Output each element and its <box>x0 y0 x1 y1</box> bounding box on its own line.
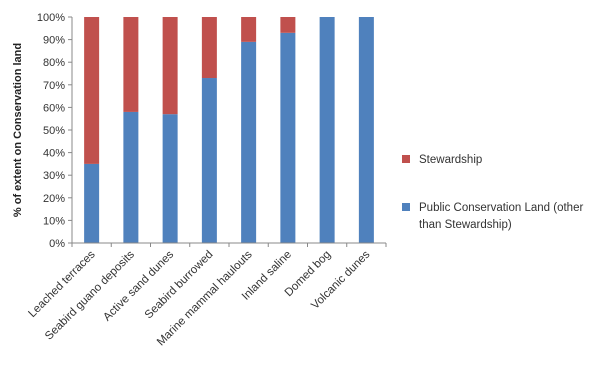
legend-label-public-conservation: than Stewardship) <box>419 219 512 231</box>
bar-stewardship <box>162 17 178 115</box>
y-tick-label: 0% <box>49 238 65 250</box>
y-tick-label: 90% <box>43 35 65 47</box>
bar-stewardship <box>241 17 257 42</box>
y-tick-label: 30% <box>43 170 65 182</box>
bar-stewardship <box>123 17 139 112</box>
bar-stewardship <box>201 17 217 79</box>
y-tick-label: 10% <box>43 215 65 227</box>
y-tick-label: 60% <box>43 102 65 114</box>
bar-stewardship <box>84 17 100 164</box>
bar-public-conservation <box>319 17 335 243</box>
bar-public-conservation <box>84 163 100 243</box>
bar-public-conservation <box>358 17 374 243</box>
bar-public-conservation <box>241 41 257 243</box>
legend-swatch-public-conservation <box>402 203 410 211</box>
x-tick-label: Seabird burrowed <box>143 249 216 322</box>
bar-public-conservation <box>123 111 139 243</box>
x-tick-label: Active sand dunes <box>101 248 176 323</box>
bar-stewardship <box>280 17 296 33</box>
y-tick-label: 50% <box>43 125 65 137</box>
bar-public-conservation <box>280 32 296 243</box>
y-tick-label: 40% <box>43 148 65 160</box>
legend-label-public-conservation: Public Conservation Land (other <box>419 202 583 214</box>
legend-swatch-stewardship <box>402 155 410 163</box>
bar-public-conservation <box>201 78 217 244</box>
y-axis-label: % of extent on Conservation land <box>12 43 24 217</box>
y-tick-label: 80% <box>43 57 65 69</box>
y-tick-label: 70% <box>43 80 65 92</box>
bar-public-conservation <box>162 114 178 244</box>
y-tick-label: 20% <box>43 193 65 205</box>
legend-label-stewardship: Stewardship <box>419 154 482 166</box>
x-tick-label: Leached terraces <box>26 248 97 319</box>
y-tick-label: 100% <box>37 12 65 24</box>
